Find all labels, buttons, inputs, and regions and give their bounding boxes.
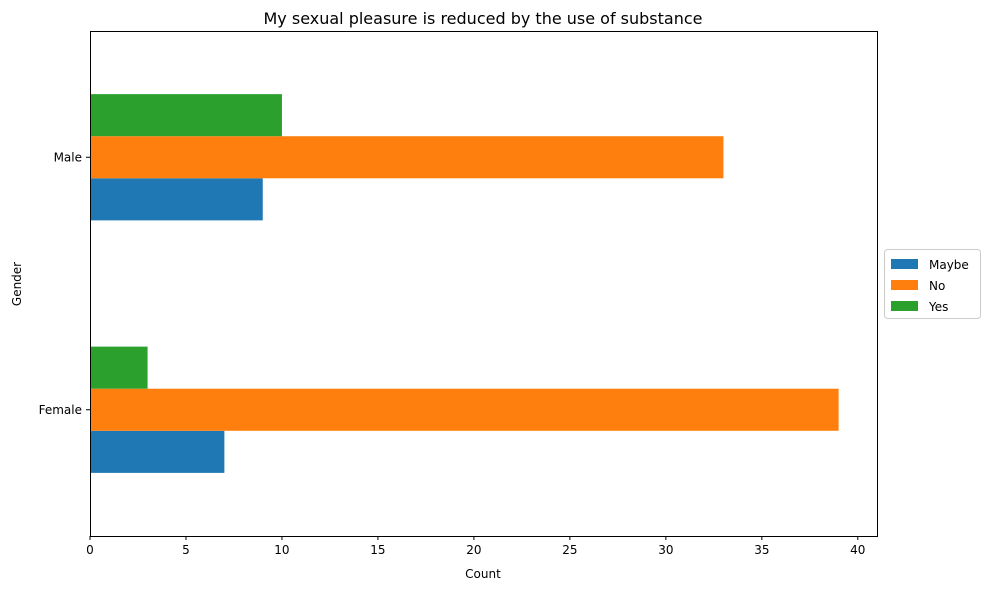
x-tick-label: 0 bbox=[86, 543, 94, 557]
legend-swatch-no bbox=[891, 280, 918, 290]
bar-maybe-male bbox=[90, 178, 263, 221]
x-tick-label: 40 bbox=[850, 543, 865, 557]
x-tick-label: 30 bbox=[658, 543, 673, 557]
legend-swatch-maybe bbox=[891, 259, 918, 269]
x-tick-label: 35 bbox=[754, 543, 769, 557]
bar-no-male bbox=[90, 136, 724, 179]
legend-swatch-yes bbox=[891, 301, 918, 311]
x-tick-label: 10 bbox=[274, 543, 289, 557]
x-axis-label: Count bbox=[465, 567, 501, 581]
legend-label-maybe: Maybe bbox=[929, 258, 969, 272]
x-tick-label: 20 bbox=[466, 543, 481, 557]
bar-yes-female bbox=[90, 346, 148, 389]
chart-title: My sexual pleasure is reduced by the use… bbox=[264, 9, 703, 28]
bar-no-female bbox=[90, 388, 839, 431]
x-tick-label: 25 bbox=[562, 543, 577, 557]
legend-label-yes: Yes bbox=[928, 300, 948, 314]
x-tick-label: 5 bbox=[182, 543, 190, 557]
y-tick-label: Female bbox=[39, 403, 82, 417]
legend-label-no: No bbox=[929, 279, 945, 293]
y-axis-ticks: Female Male bbox=[39, 150, 90, 417]
x-axis-ticks: 0 5 10 15 20 25 30 35 40 bbox=[86, 536, 865, 557]
bar-maybe-female bbox=[90, 430, 225, 473]
bars-group bbox=[90, 94, 839, 473]
y-tick-label: Male bbox=[54, 150, 82, 164]
y-axis-label: Gender bbox=[10, 262, 24, 306]
bar-yes-male bbox=[90, 94, 282, 137]
legend: Maybe No Yes bbox=[884, 249, 981, 319]
x-tick-label: 15 bbox=[370, 543, 385, 557]
plot-frame bbox=[90, 31, 878, 537]
